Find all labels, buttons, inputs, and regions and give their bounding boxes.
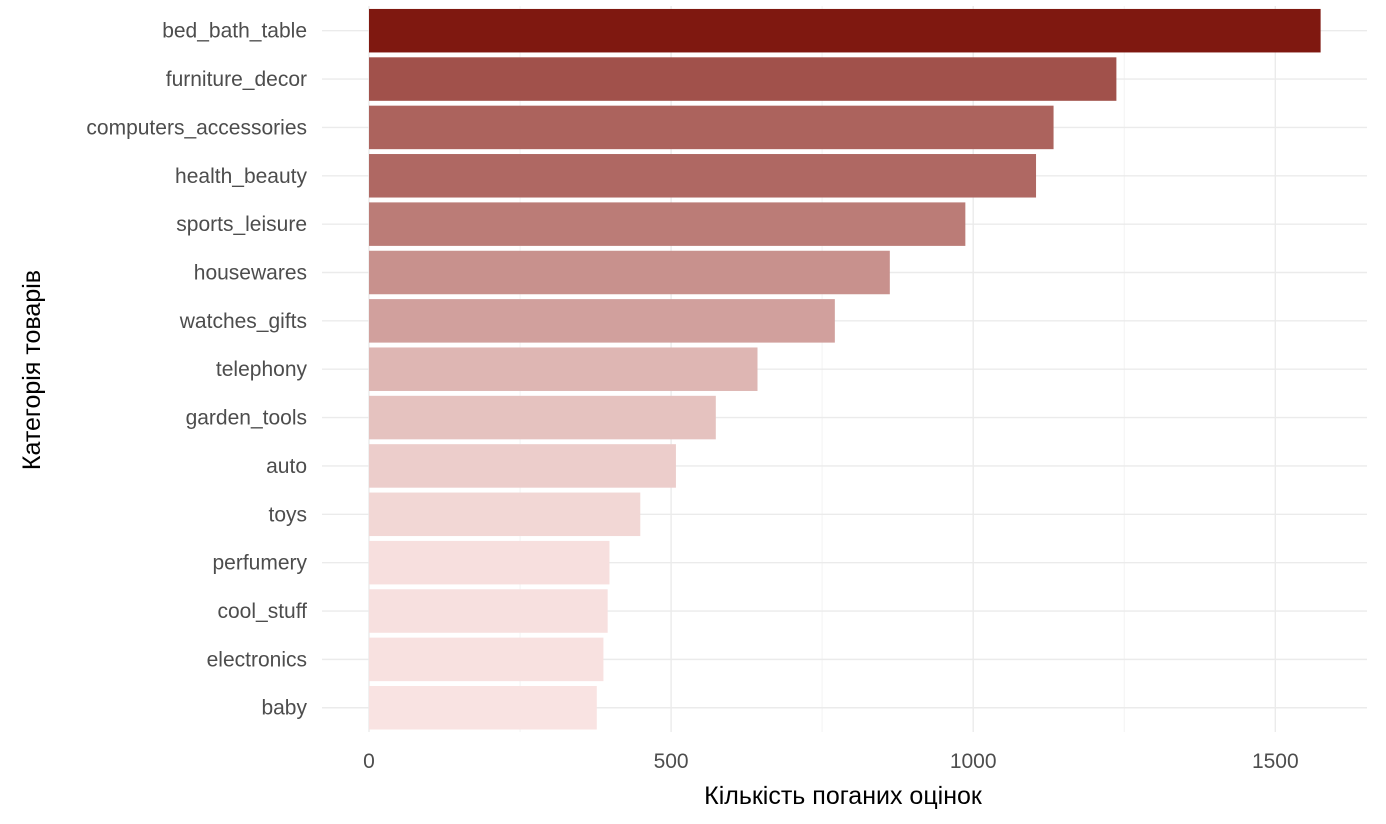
bar-auto xyxy=(369,444,676,488)
bar-garden_tools xyxy=(369,395,716,440)
bar-electronics xyxy=(369,637,604,682)
y-tick-label: computers_accessories xyxy=(86,116,307,139)
bar-computers_accessories xyxy=(369,105,1054,150)
x-axis-tick-labels: 0 500 1000 1500 xyxy=(363,750,1299,773)
y-tick-label: telephony xyxy=(216,358,308,381)
y-tick-label: furniture_decor xyxy=(166,68,307,91)
bar-watches_gifts xyxy=(369,299,835,343)
y-tick-label: bed_bath_table xyxy=(162,20,307,43)
x-tick-label: 1500 xyxy=(1252,750,1299,773)
bar-baby xyxy=(369,685,597,730)
bar-telephony xyxy=(369,347,758,391)
y-tick-label: toys xyxy=(268,503,307,526)
bar-cool_stuff xyxy=(369,589,608,633)
y-axis-tick-labels: bed_bath_table furniture_decor computers_a… xyxy=(86,20,307,720)
y-tick-label: sports_leisure xyxy=(176,213,307,236)
y-tick-label: housewares xyxy=(194,262,307,285)
x-axis-title: Кількість поганих оцінок xyxy=(704,782,983,810)
y-tick-label: electronics xyxy=(207,648,307,671)
x-tick-label: 1000 xyxy=(950,750,997,773)
y-tick-label: garden_tools xyxy=(186,407,307,430)
y-axis-title: Категорія товарів xyxy=(18,270,46,470)
y-tick-label: baby xyxy=(261,697,307,720)
y-tick-label: auto xyxy=(266,455,307,478)
bars xyxy=(369,8,1321,730)
x-tick-label: 0 xyxy=(363,750,375,773)
y-tick-label: watches_gifts xyxy=(179,310,307,333)
bar-toys xyxy=(369,492,641,537)
bar-bed_bath_table xyxy=(369,8,1321,53)
x-tick-label: 500 xyxy=(654,750,689,773)
bar-housewares xyxy=(369,250,890,295)
y-tick-label: perfumery xyxy=(212,552,307,575)
y-tick-label: health_beauty xyxy=(175,165,307,188)
bar-health_beauty xyxy=(369,154,1037,198)
bar-perfumery xyxy=(369,540,610,585)
bar-sports_leisure xyxy=(369,202,966,246)
y-tick-label: cool_stuff xyxy=(217,600,307,623)
bar-furniture_decor xyxy=(369,57,1117,101)
